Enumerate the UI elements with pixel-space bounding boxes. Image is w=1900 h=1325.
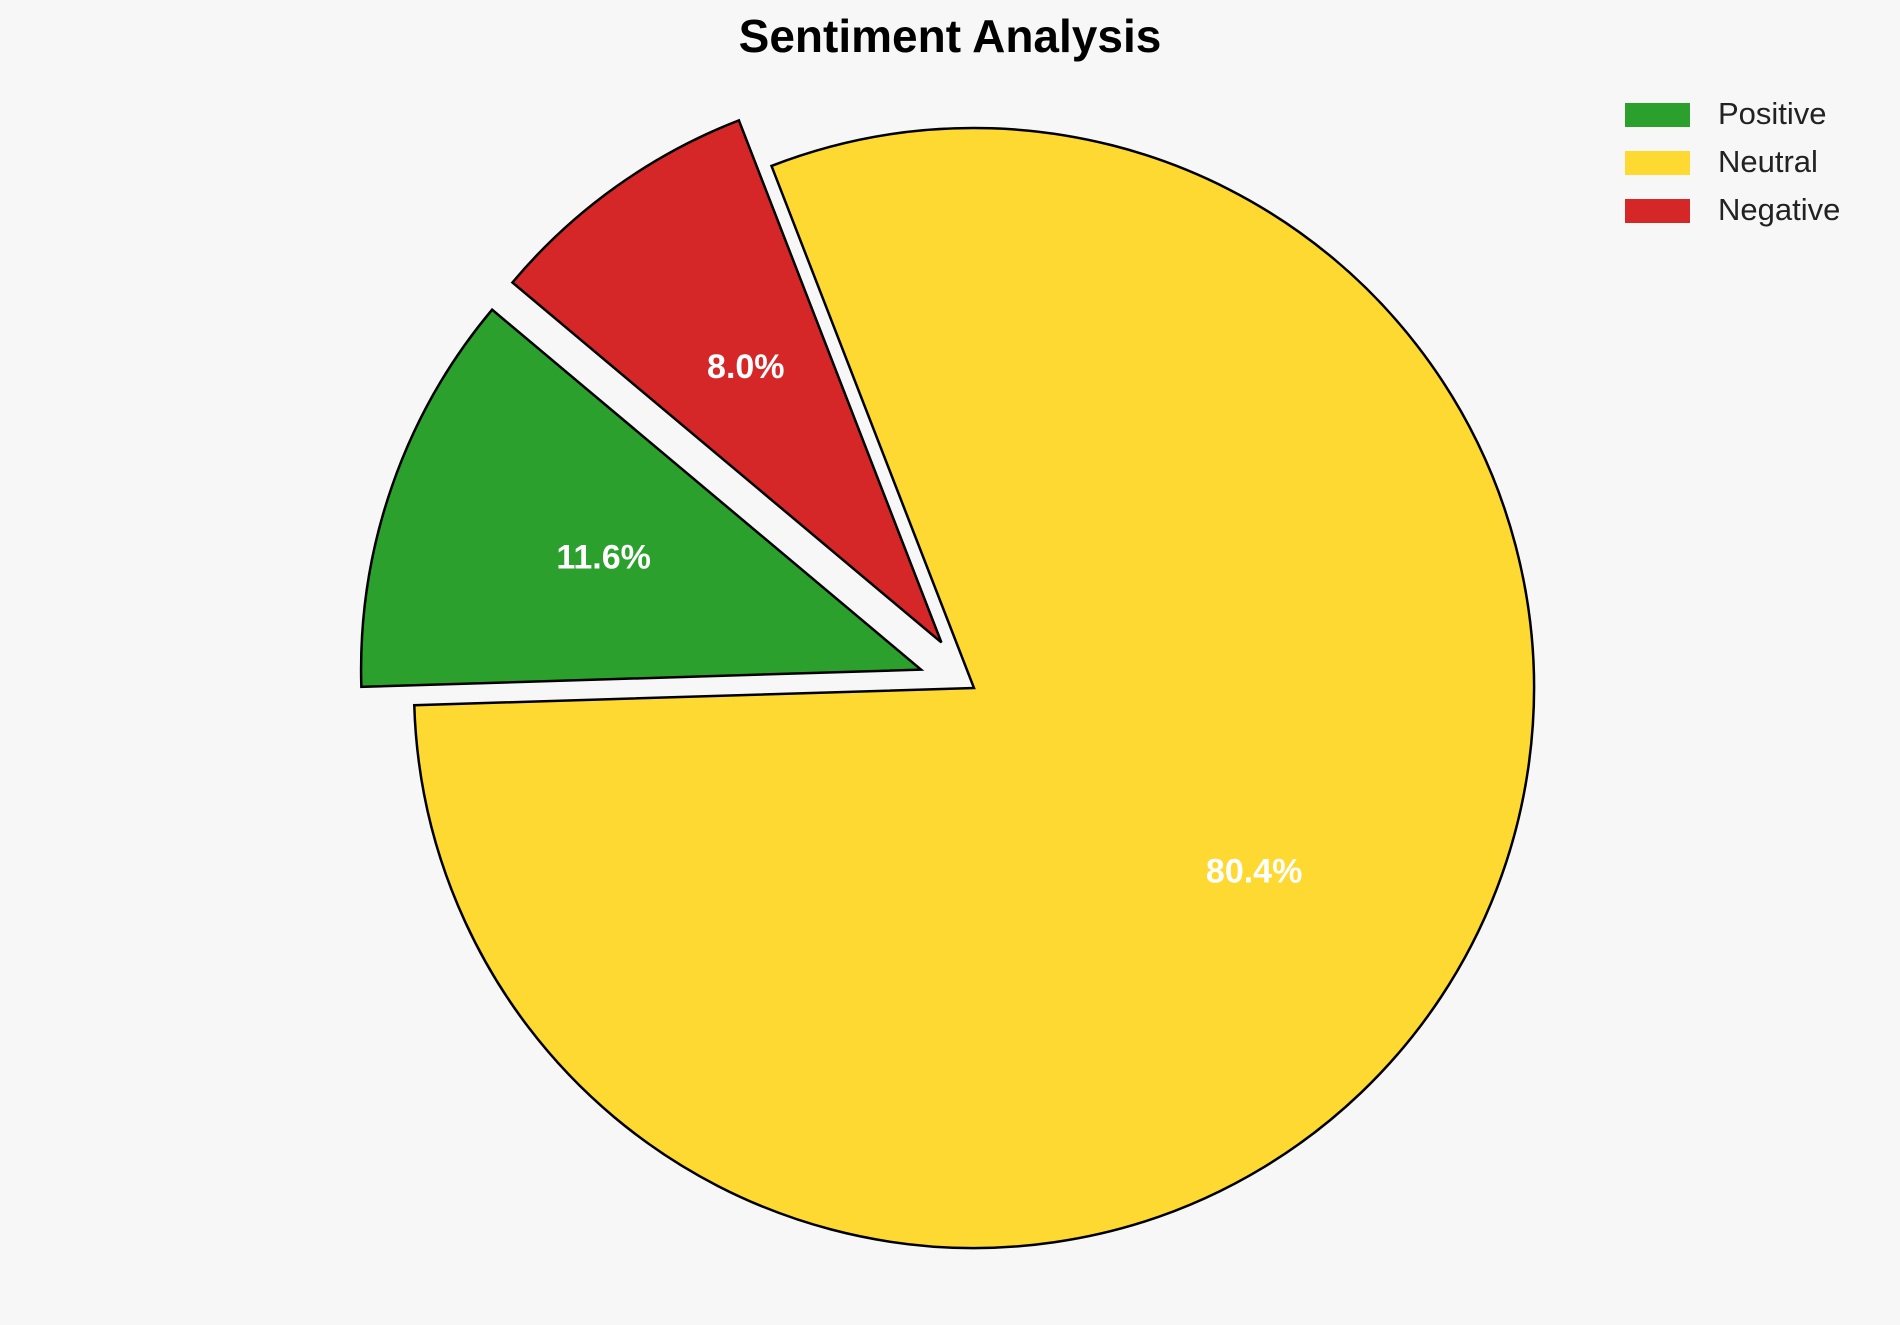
legend-swatch — [1625, 151, 1690, 175]
data-label: 80.4% — [1206, 853, 1302, 891]
pie-slice — [510, 118, 943, 644]
legend-label: Neutral — [1718, 144, 1818, 179]
data-label: 8.0% — [707, 348, 785, 386]
data-label: 11.6% — [556, 539, 651, 577]
pie-slice — [412, 126, 1536, 1250]
chart-title: Sentiment Analysis — [739, 10, 1162, 62]
pie-slice — [359, 307, 925, 689]
legend-label: Negative — [1718, 192, 1840, 227]
legend-swatch — [1625, 103, 1690, 127]
legend-label: Positive — [1718, 96, 1827, 131]
legend-swatch — [1625, 199, 1690, 223]
